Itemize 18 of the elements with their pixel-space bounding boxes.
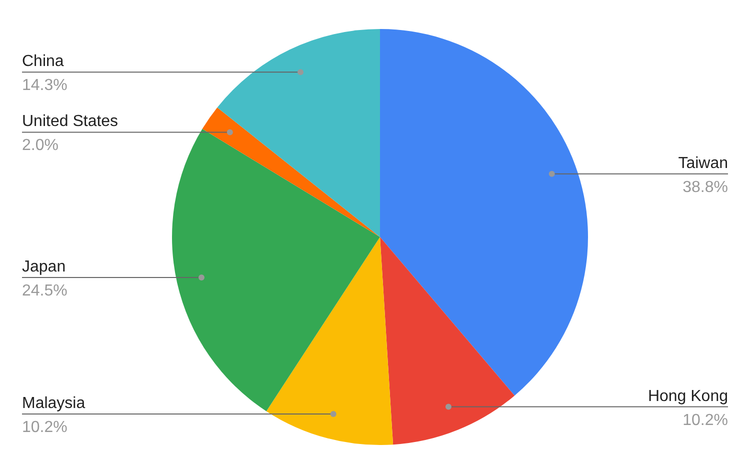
pie-slice (202, 107, 380, 237)
data-label: 10.2% (682, 412, 728, 429)
pie-slice (380, 29, 588, 396)
pie-slice (217, 29, 380, 237)
slice-label: Hong Kong (648, 388, 728, 405)
slice-label: China (22, 53, 64, 70)
data-label: 24.5% (22, 282, 68, 300)
pie-slice (266, 237, 394, 445)
data-label: 2.0% (22, 137, 58, 154)
data-label: 38.8% (682, 178, 728, 196)
pie-slice (380, 237, 515, 445)
slice-label: Japan (22, 258, 66, 276)
slice-label: United States (22, 113, 118, 130)
pie-slice (172, 128, 380, 412)
slice-label: Taiwan (678, 154, 728, 172)
data-label: 10.2% (22, 419, 68, 436)
data-label: 14.3% (22, 77, 68, 94)
slice-label: Malaysia (22, 395, 86, 412)
